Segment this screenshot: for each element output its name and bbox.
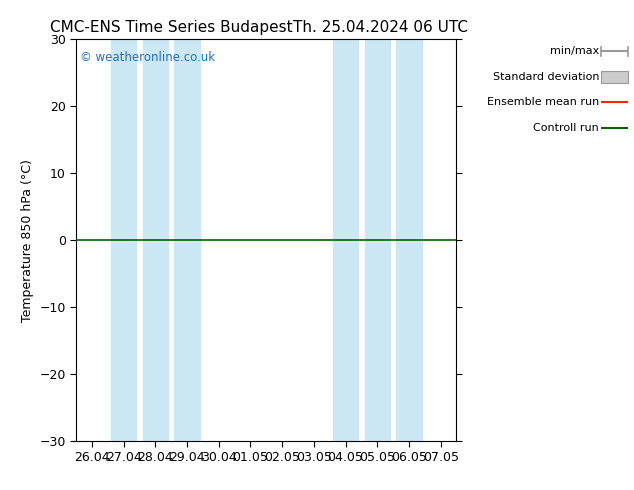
Text: Standard deviation: Standard deviation [493, 72, 599, 82]
Text: min/max: min/max [550, 47, 599, 56]
Bar [396, 39, 422, 441]
Text: CMC-ENS Time Series Budapest: CMC-ENS Time Series Budapest [50, 20, 292, 35]
Bar [365, 39, 390, 441]
Bar [143, 39, 168, 441]
Y-axis label: Temperature 850 hPa (°C): Temperature 850 hPa (°C) [21, 159, 34, 321]
Text: © weatheronline.co.uk: © weatheronline.co.uk [80, 51, 215, 64]
Bar [333, 39, 358, 441]
Text: Th. 25.04.2024 06 UTC: Th. 25.04.2024 06 UTC [293, 20, 468, 35]
Bar [174, 39, 200, 441]
Bar [111, 39, 136, 441]
Text: Ensemble mean run: Ensemble mean run [487, 98, 599, 107]
Text: Controll run: Controll run [533, 123, 599, 133]
